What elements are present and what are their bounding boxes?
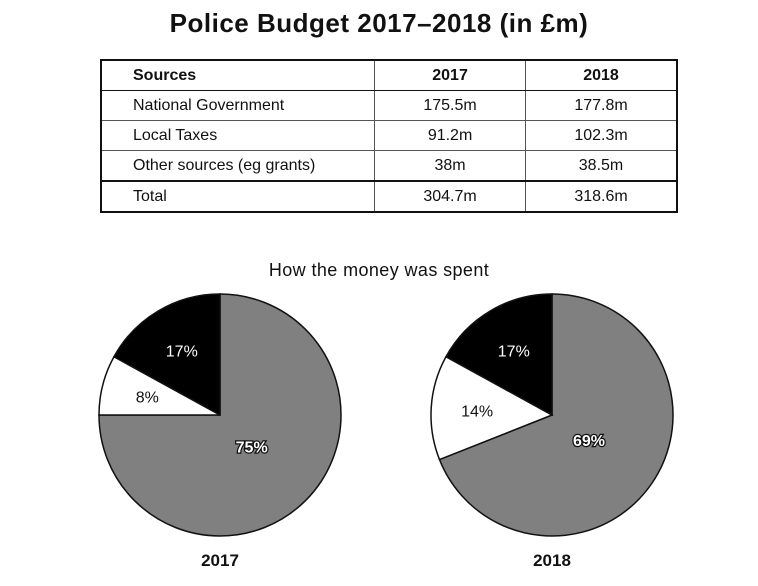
pie-slice-label: 17% — [166, 343, 198, 360]
pie-slice — [438, 293, 674, 537]
pie-year-label: 2018 — [533, 551, 571, 570]
header-2018: 2018 — [525, 59, 678, 91]
pie-slice-label: 14% — [461, 403, 493, 420]
pie-chart-2018: 69% 14% 17% 2018 — [430, 293, 674, 570]
pie-chart-2017: 75% 8% 17% 2017 — [98, 293, 342, 570]
row-source: Local Taxes — [100, 120, 376, 151]
row-value-2018: 177.8m — [525, 90, 678, 121]
pie-slice-label: 8% — [136, 389, 159, 406]
row-value-2018: 102.3m — [525, 120, 678, 151]
pie-slice — [444, 293, 553, 417]
table-row: Local Taxes 91.2m 102.3m — [100, 120, 678, 151]
table-row-total: Total 304.7m 318.6m — [100, 180, 678, 213]
pie-slice-label: 69% — [573, 433, 605, 450]
row-value-2018: 318.6m — [525, 180, 678, 213]
table-row: Other sources (eg grants) 38m 38.5m — [100, 150, 678, 182]
pie-slice-label: 75% — [236, 440, 268, 457]
pie-slice — [430, 355, 554, 461]
chart-title: Police Budget 2017–2018 (in £m) — [169, 8, 589, 38]
row-source: Total — [100, 180, 376, 213]
pie-year-label: 2017 — [201, 551, 239, 570]
row-value-2017: 304.7m — [374, 180, 527, 213]
pie-section-title: How the money was spent — [268, 260, 490, 280]
pie-slice-label: 17% — [498, 343, 530, 360]
budget-table: Sources 2017 2018 National Government 17… — [100, 59, 678, 213]
row-source: Other sources (eg grants) — [100, 150, 376, 182]
table-row: National Government 175.5m 177.8m — [100, 90, 678, 121]
pie-slice — [112, 293, 221, 417]
row-value-2017: 38m — [374, 150, 527, 182]
